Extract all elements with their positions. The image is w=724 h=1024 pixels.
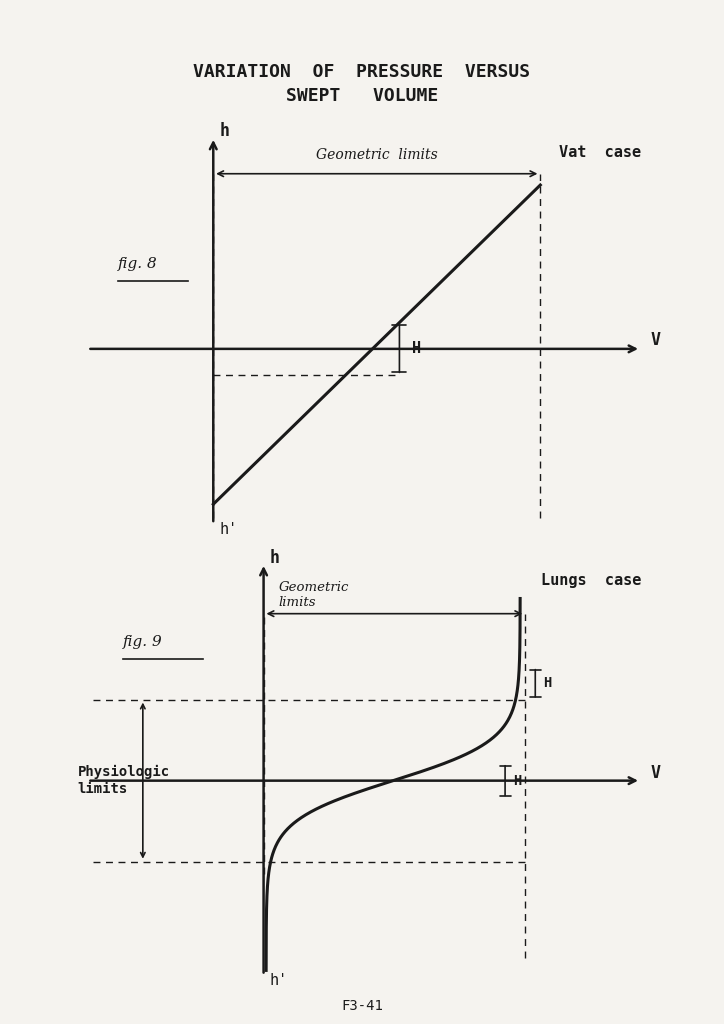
Text: Lungs  case: Lungs case	[541, 573, 641, 588]
Text: V: V	[651, 764, 661, 782]
Text: V: V	[651, 332, 661, 349]
Text: Physiologic
limits: Physiologic limits	[77, 765, 169, 797]
Text: Geometric
limits: Geometric limits	[279, 581, 349, 608]
Text: h: h	[219, 122, 230, 140]
Text: SWEPT   VOLUME: SWEPT VOLUME	[286, 87, 438, 105]
Text: H: H	[412, 341, 421, 356]
Text: VARIATION  OF  PRESSURE  VERSUS: VARIATION OF PRESSURE VERSUS	[193, 62, 531, 81]
Text: h': h'	[219, 522, 237, 538]
Text: Geometric  limits: Geometric limits	[316, 148, 438, 163]
Text: H: H	[513, 774, 521, 787]
Text: H: H	[543, 676, 551, 690]
Text: Vat  case: Vat case	[559, 145, 641, 161]
Text: fig. 8: fig. 8	[118, 257, 157, 271]
Text: fig. 9: fig. 9	[122, 635, 162, 648]
Text: h: h	[269, 549, 279, 567]
Text: F3-41: F3-41	[341, 998, 383, 1013]
Text: h': h'	[269, 973, 288, 988]
